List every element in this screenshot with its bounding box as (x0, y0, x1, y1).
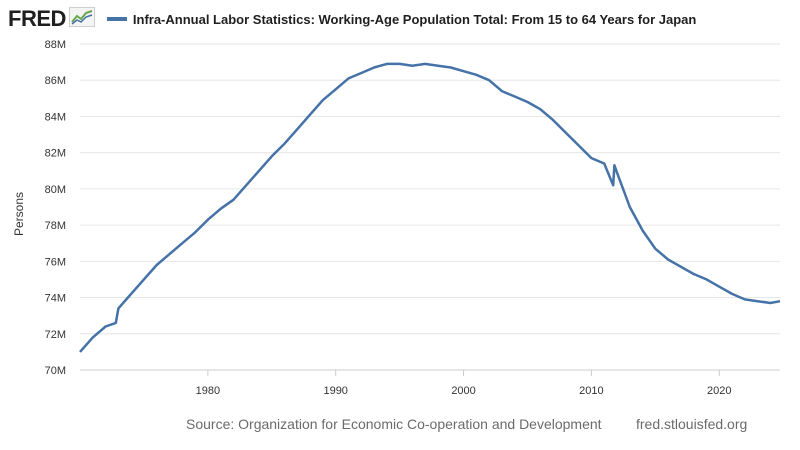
x-tick-label: 2000 (451, 385, 475, 397)
data-point[interactable] (640, 228, 646, 234)
chart-header: FRED Infra-Annual Labor Statistics: Work… (8, 6, 696, 32)
data-point[interactable] (409, 63, 415, 69)
axis-ticks: 70M 72M 74M 76M 78M 80M 82M 84M 86M 88M 1980 1990 20… (45, 39, 780, 397)
legend-label: Infra-Annual Labor Statistics: Working-A… (132, 11, 697, 27)
data-point[interactable] (205, 217, 211, 223)
y-tick-label: 70M (45, 365, 66, 377)
fred-logo[interactable]: FRED (8, 6, 95, 32)
data-point[interactable] (179, 240, 185, 246)
data-point[interactable] (154, 262, 160, 268)
data-point[interactable] (461, 68, 467, 74)
x-tick-label: 2020 (707, 385, 731, 397)
data-point[interactable] (588, 155, 594, 161)
data-point[interactable] (448, 65, 454, 71)
data-point[interactable] (192, 229, 198, 235)
data-point[interactable] (601, 161, 607, 167)
data-point[interactable] (524, 99, 530, 105)
data-point[interactable] (537, 106, 543, 112)
data-point[interactable] (512, 94, 518, 100)
data-point[interactable] (77, 349, 83, 355)
data-point[interactable] (141, 276, 147, 282)
data-point[interactable] (678, 264, 684, 270)
y-tick-label: 74M (45, 293, 66, 305)
trend-chart-icon (68, 6, 95, 32)
data-point[interactable] (742, 296, 748, 302)
data-point[interactable] (384, 61, 390, 67)
data-point[interactable] (716, 284, 722, 290)
data-point[interactable] (243, 182, 249, 188)
grid-lines (80, 43, 780, 371)
data-point[interactable] (422, 61, 428, 67)
logo-text: FRED (8, 6, 66, 31)
data-point[interactable] (611, 162, 617, 168)
y-tick-label: 86M (45, 75, 66, 87)
data-point[interactable] (435, 63, 441, 69)
data-point[interactable] (345, 75, 351, 81)
y-axis-label: Persons (12, 191, 26, 237)
data-point[interactable] (755, 298, 761, 304)
data-point[interactable] (282, 141, 288, 147)
chart-legend: Infra-Annual Labor Statistics: Working-A… (106, 11, 697, 27)
data-point[interactable] (294, 126, 300, 132)
data-point[interactable] (767, 300, 773, 306)
data-point[interactable] (113, 320, 119, 326)
data-point[interactable] (691, 271, 697, 277)
data-point[interactable] (777, 298, 783, 304)
data-point[interactable] (652, 246, 658, 252)
site-link[interactable]: fred.stlouisfed.org (636, 416, 748, 432)
series-layer (77, 61, 783, 355)
data-point[interactable] (128, 291, 134, 297)
data-point[interactable] (115, 305, 121, 311)
data-point[interactable] (550, 117, 556, 123)
data-point[interactable] (103, 324, 109, 330)
data-point[interactable] (371, 65, 377, 71)
data-point[interactable] (665, 257, 671, 263)
data-point[interactable] (703, 276, 709, 282)
data-point[interactable] (333, 86, 339, 92)
data-point[interactable] (320, 97, 326, 103)
data-point[interactable] (614, 170, 620, 176)
data-point[interactable] (499, 88, 505, 94)
legend-swatch (106, 17, 127, 21)
series-line[interactable] (79, 62, 781, 353)
y-tick-label: 80M (45, 184, 66, 196)
data-point[interactable] (397, 61, 403, 67)
y-tick-label: 78M (45, 220, 66, 232)
data-point[interactable] (307, 112, 313, 118)
data-point[interactable] (166, 251, 172, 257)
y-tick-label: 84M (45, 111, 66, 123)
data-point[interactable] (256, 168, 262, 174)
data-point[interactable] (486, 77, 492, 83)
data-point[interactable] (269, 153, 275, 159)
data-point[interactable] (358, 70, 364, 76)
y-tick-label: 88M (45, 39, 66, 51)
source-note: Source: Organization for Economic Co-ope… (186, 416, 602, 432)
data-point[interactable] (563, 130, 569, 136)
y-tick-label: 82M (45, 148, 66, 160)
data-point[interactable] (627, 204, 633, 210)
data-point[interactable] (729, 291, 735, 297)
y-tick-label: 76M (45, 256, 66, 268)
data-point[interactable] (230, 197, 236, 203)
data-point[interactable] (610, 182, 616, 188)
y-tick-label: 72M (45, 329, 66, 341)
data-point[interactable] (473, 72, 479, 78)
data-point[interactable] (576, 142, 582, 148)
x-tick-label: 1980 (196, 385, 220, 397)
data-point[interactable] (90, 334, 96, 340)
data-point[interactable] (218, 206, 224, 212)
x-tick-label: 2010 (579, 385, 603, 397)
x-tick-label: 1990 (323, 385, 347, 397)
